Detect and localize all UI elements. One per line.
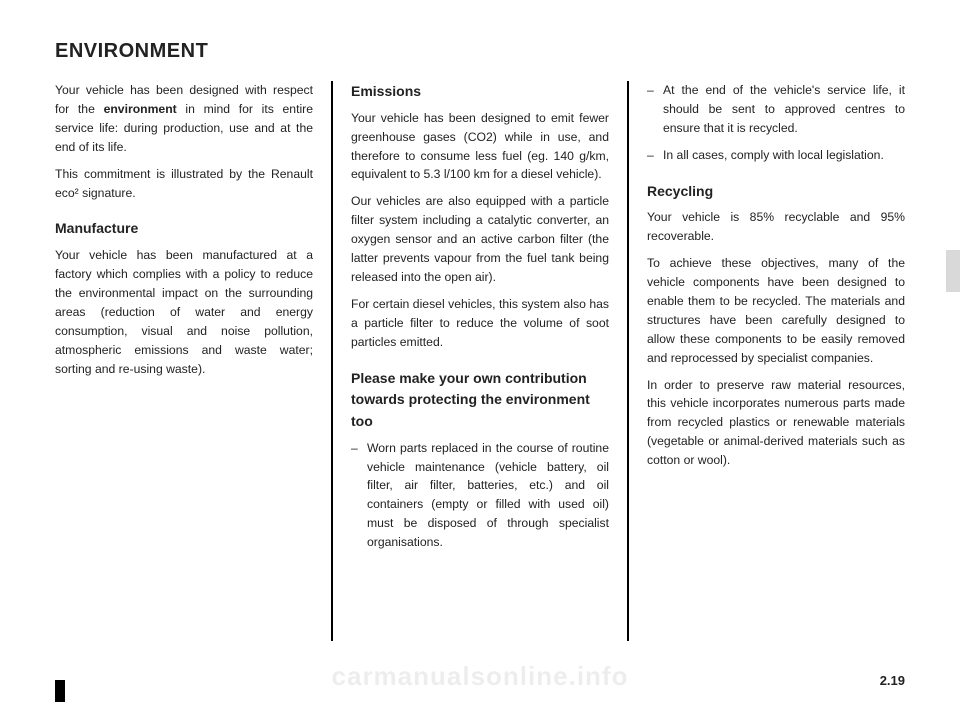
emissions-paragraph-2: Our vehicles are also equipped with a pa… <box>351 192 609 287</box>
watermark-text: carmanualsonline.info <box>332 661 629 692</box>
page-number: 2.19 <box>880 673 905 688</box>
contribution-list-cont: At the end of the vehicle's service life… <box>647 81 905 165</box>
column-2: Emissions Your vehicle has been designed… <box>333 81 627 641</box>
recycling-paragraph-1: Your vehicle is 85% recyclable and 95% r… <box>647 208 905 246</box>
intro-paragraph: Your vehicle has been designed with resp… <box>55 81 313 157</box>
content-columns: Your vehicle has been designed with resp… <box>55 81 905 641</box>
column-3: At the end of the vehicle's service life… <box>629 81 905 641</box>
heading-contribution: Please make your own contribution toward… <box>351 368 609 433</box>
recycling-paragraph-2: To achieve these objectives, many of the… <box>647 254 905 367</box>
intro-bold: environment <box>104 102 177 116</box>
recycling-paragraph-3: In order to preserve raw material resour… <box>647 376 905 471</box>
heading-emissions: Emissions <box>351 81 609 103</box>
emissions-paragraph-1: Your vehicle has been designed to emit f… <box>351 109 609 185</box>
list-item: In all cases, comply with local legislat… <box>647 146 905 165</box>
intro-paragraph-2: This commitment is illustrated by the Re… <box>55 165 313 203</box>
emissions-paragraph-3: For certain diesel vehicles, this system… <box>351 295 609 352</box>
heading-recycling: Recycling <box>647 181 905 203</box>
list-item: At the end of the vehicle's service life… <box>647 81 905 138</box>
contribution-list: Worn parts replaced in the course of rou… <box>351 439 609 552</box>
list-item: Worn parts replaced in the course of rou… <box>351 439 609 552</box>
heading-manufacture: Manufacture <box>55 218 313 240</box>
section-tab <box>946 250 960 292</box>
page-title: ENVIRONMENT <box>55 40 905 63</box>
manual-page: ENVIRONMENT Your vehicle has been design… <box>0 0 960 710</box>
crop-mark-icon <box>55 680 65 702</box>
manufacture-paragraph: Your vehicle has been manufactured at a … <box>55 246 313 378</box>
column-1: Your vehicle has been designed with resp… <box>55 81 331 641</box>
